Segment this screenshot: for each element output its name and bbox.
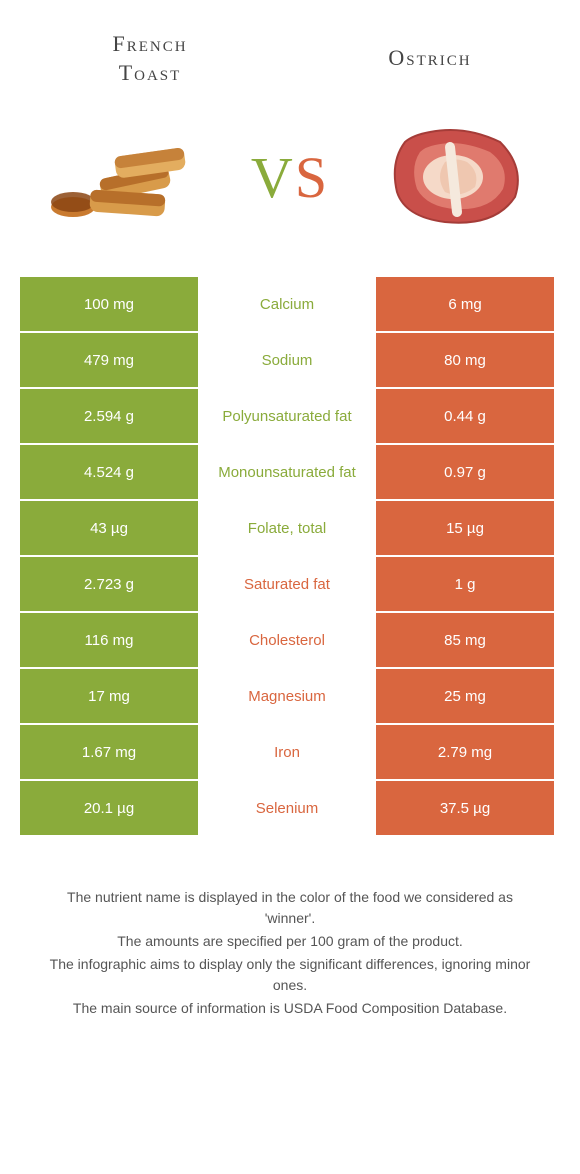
right-value-cell: 0.44 g <box>376 389 554 443</box>
right-value-cell: 0.97 g <box>376 445 554 499</box>
nutrient-label-cell: Magnesium <box>198 669 376 723</box>
nutrient-label-cell: Saturated fat <box>198 557 376 611</box>
footer-line-4: The main source of information is USDA F… <box>40 998 540 1019</box>
table-row: 2.594 gPolyunsaturated fat0.44 g <box>20 389 560 443</box>
left-value-cell: 1.67 mg <box>20 725 198 779</box>
right-food-image <box>370 112 540 242</box>
footer-line-1: The nutrient name is displayed in the co… <box>40 887 540 929</box>
table-row: 2.723 gSaturated fat1 g <box>20 557 560 611</box>
table-row: 116 mgCholesterol85 mg <box>20 613 560 667</box>
ostrich-meat-icon <box>375 117 535 237</box>
right-value-cell: 1 g <box>376 557 554 611</box>
footer-line-3: The infographic aims to display only the… <box>40 954 540 996</box>
table-row: 1.67 mgIron2.79 mg <box>20 725 560 779</box>
table-row: 20.1 µgSelenium37.5 µg <box>20 781 560 835</box>
vs-label: VS <box>251 144 329 211</box>
left-value-cell: 43 µg <box>20 501 198 555</box>
nutrient-label-cell: Selenium <box>198 781 376 835</box>
left-value-cell: 479 mg <box>20 333 198 387</box>
left-title-line1: French <box>112 31 187 56</box>
left-value-cell: 20.1 µg <box>20 781 198 835</box>
nutrient-label-cell: Polyunsaturated fat <box>198 389 376 443</box>
right-value-cell: 6 mg <box>376 277 554 331</box>
table-row: 479 mgSodium80 mg <box>20 333 560 387</box>
vs-s: S <box>295 145 329 210</box>
right-value-cell: 2.79 mg <box>376 725 554 779</box>
vs-v: V <box>251 145 295 210</box>
left-title-line2: Toast <box>119 60 182 85</box>
left-value-cell: 17 mg <box>20 669 198 723</box>
footer: The nutrient name is displayed in the co… <box>0 837 580 1041</box>
table-row: 100 mgCalcium6 mg <box>20 277 560 331</box>
nutrient-label-cell: Sodium <box>198 333 376 387</box>
footer-line-2: The amounts are specified per 100 gram o… <box>40 931 540 952</box>
nutrient-label-cell: Iron <box>198 725 376 779</box>
nutrient-label-cell: Monounsaturated fat <box>198 445 376 499</box>
left-value-cell: 100 mg <box>20 277 198 331</box>
left-value-cell: 116 mg <box>20 613 198 667</box>
right-value-cell: 80 mg <box>376 333 554 387</box>
left-value-cell: 2.723 g <box>20 557 198 611</box>
table-row: 17 mgMagnesium25 mg <box>20 669 560 723</box>
right-food-title: Ostrich <box>340 30 520 73</box>
header: French Toast Ostrich <box>0 0 580 97</box>
right-value-cell: 25 mg <box>376 669 554 723</box>
table-row: 43 µgFolate, total15 µg <box>20 501 560 555</box>
left-food-image <box>40 112 210 242</box>
right-value-cell: 37.5 µg <box>376 781 554 835</box>
left-value-cell: 2.594 g <box>20 389 198 443</box>
french-toast-icon <box>45 122 205 232</box>
right-title: Ostrich <box>388 45 471 70</box>
table-row: 4.524 gMonounsaturated fat0.97 g <box>20 445 560 499</box>
nutrient-table: 100 mgCalcium6 mg479 mgSodium80 mg2.594 … <box>20 277 560 835</box>
right-value-cell: 15 µg <box>376 501 554 555</box>
right-value-cell: 85 mg <box>376 613 554 667</box>
images-row: VS <box>0 97 580 277</box>
nutrient-label-cell: Calcium <box>198 277 376 331</box>
left-food-title: French Toast <box>60 30 240 87</box>
nutrient-label-cell: Cholesterol <box>198 613 376 667</box>
left-value-cell: 4.524 g <box>20 445 198 499</box>
nutrient-label-cell: Folate, total <box>198 501 376 555</box>
